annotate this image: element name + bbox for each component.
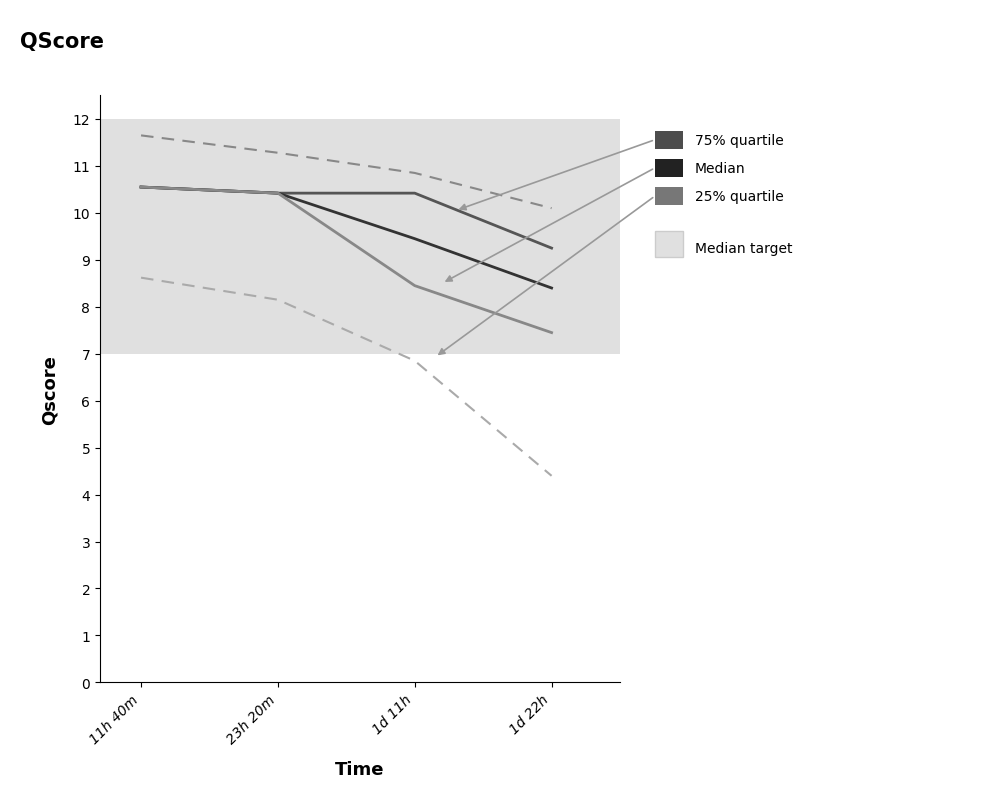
Bar (100, 120, 620, 354)
Y-axis label: Qscore: Qscore (41, 355, 59, 424)
Text: 25% quartile: 25% quartile (695, 190, 784, 204)
X-axis label: Time: Time (335, 760, 385, 778)
Text: Median target: Median target (695, 242, 792, 256)
Text: QScore: QScore (20, 32, 104, 52)
Text: Median: Median (695, 161, 746, 176)
Text: 75% quartile: 75% quartile (695, 133, 784, 148)
